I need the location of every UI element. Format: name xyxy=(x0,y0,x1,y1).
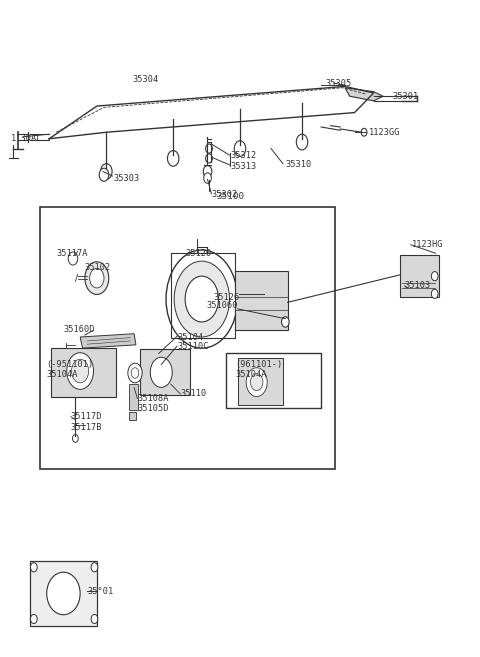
Circle shape xyxy=(205,154,212,163)
Text: 35110C: 35110C xyxy=(178,342,209,351)
Text: 351060: 351060 xyxy=(206,301,238,310)
Text: 35104A: 35104A xyxy=(235,370,267,379)
Circle shape xyxy=(168,150,179,166)
Circle shape xyxy=(246,368,267,397)
Text: 1123GG: 1123GG xyxy=(369,127,400,137)
Bar xyxy=(39,208,336,469)
Bar xyxy=(51,348,116,397)
Circle shape xyxy=(281,317,289,327)
Text: 35302: 35302 xyxy=(211,190,238,199)
Circle shape xyxy=(91,562,98,572)
Circle shape xyxy=(128,363,142,383)
Circle shape xyxy=(185,276,218,322)
Text: 35160D: 35160D xyxy=(63,325,95,334)
Bar xyxy=(238,358,283,405)
Text: 35104: 35104 xyxy=(178,332,204,342)
Text: 35117D: 35117D xyxy=(71,413,102,421)
Bar xyxy=(171,253,235,338)
Bar xyxy=(129,384,138,410)
Polygon shape xyxy=(80,334,136,348)
Circle shape xyxy=(72,434,78,442)
Text: 35304: 35304 xyxy=(132,76,159,84)
Circle shape xyxy=(72,359,89,383)
Circle shape xyxy=(101,164,112,179)
Text: 35°01: 35°01 xyxy=(87,587,114,596)
Text: (-951101): (-951101) xyxy=(47,360,94,369)
Circle shape xyxy=(432,271,438,281)
Circle shape xyxy=(99,168,109,181)
Text: 35100: 35100 xyxy=(216,192,244,201)
Circle shape xyxy=(174,261,229,337)
Circle shape xyxy=(31,614,37,623)
Text: 35126: 35126 xyxy=(214,292,240,302)
Ellipse shape xyxy=(47,572,80,615)
Circle shape xyxy=(432,289,438,298)
Circle shape xyxy=(91,614,98,623)
Circle shape xyxy=(361,128,367,136)
Text: 35120: 35120 xyxy=(185,249,211,258)
Text: 1123HG: 1123HG xyxy=(412,240,444,249)
Text: 35117A: 35117A xyxy=(56,249,88,258)
Circle shape xyxy=(234,141,246,156)
Text: 35103: 35103 xyxy=(405,281,431,290)
Circle shape xyxy=(204,173,211,183)
Text: 35312: 35312 xyxy=(230,150,257,160)
Circle shape xyxy=(90,268,104,288)
Text: 1'30AL: 1'30AL xyxy=(11,134,42,143)
Text: 35305: 35305 xyxy=(326,79,352,87)
Circle shape xyxy=(296,134,308,150)
Text: 35303: 35303 xyxy=(114,173,140,183)
Circle shape xyxy=(150,357,172,388)
Text: 35102: 35102 xyxy=(85,263,111,271)
Text: 35117B: 35117B xyxy=(71,424,102,432)
Bar xyxy=(30,560,97,626)
Circle shape xyxy=(166,250,238,348)
Text: 35104A: 35104A xyxy=(47,370,78,379)
Bar xyxy=(400,254,439,297)
Circle shape xyxy=(131,368,139,378)
Text: 35110: 35110 xyxy=(180,390,206,398)
Polygon shape xyxy=(345,88,383,101)
Circle shape xyxy=(85,261,109,294)
Bar xyxy=(235,271,288,330)
Circle shape xyxy=(31,562,37,572)
Bar xyxy=(129,411,136,420)
Bar xyxy=(140,350,190,396)
Text: 35301: 35301 xyxy=(393,92,419,101)
Text: 35313: 35313 xyxy=(230,162,257,171)
Circle shape xyxy=(205,144,212,153)
Circle shape xyxy=(67,353,94,390)
Bar xyxy=(226,353,321,408)
Circle shape xyxy=(203,166,212,177)
Text: 35105D: 35105D xyxy=(137,404,169,413)
Circle shape xyxy=(68,252,78,265)
Text: 35108A: 35108A xyxy=(137,394,169,403)
Text: 35310: 35310 xyxy=(285,160,312,170)
Text: (961101-): (961101-) xyxy=(235,360,282,369)
Circle shape xyxy=(251,374,263,391)
